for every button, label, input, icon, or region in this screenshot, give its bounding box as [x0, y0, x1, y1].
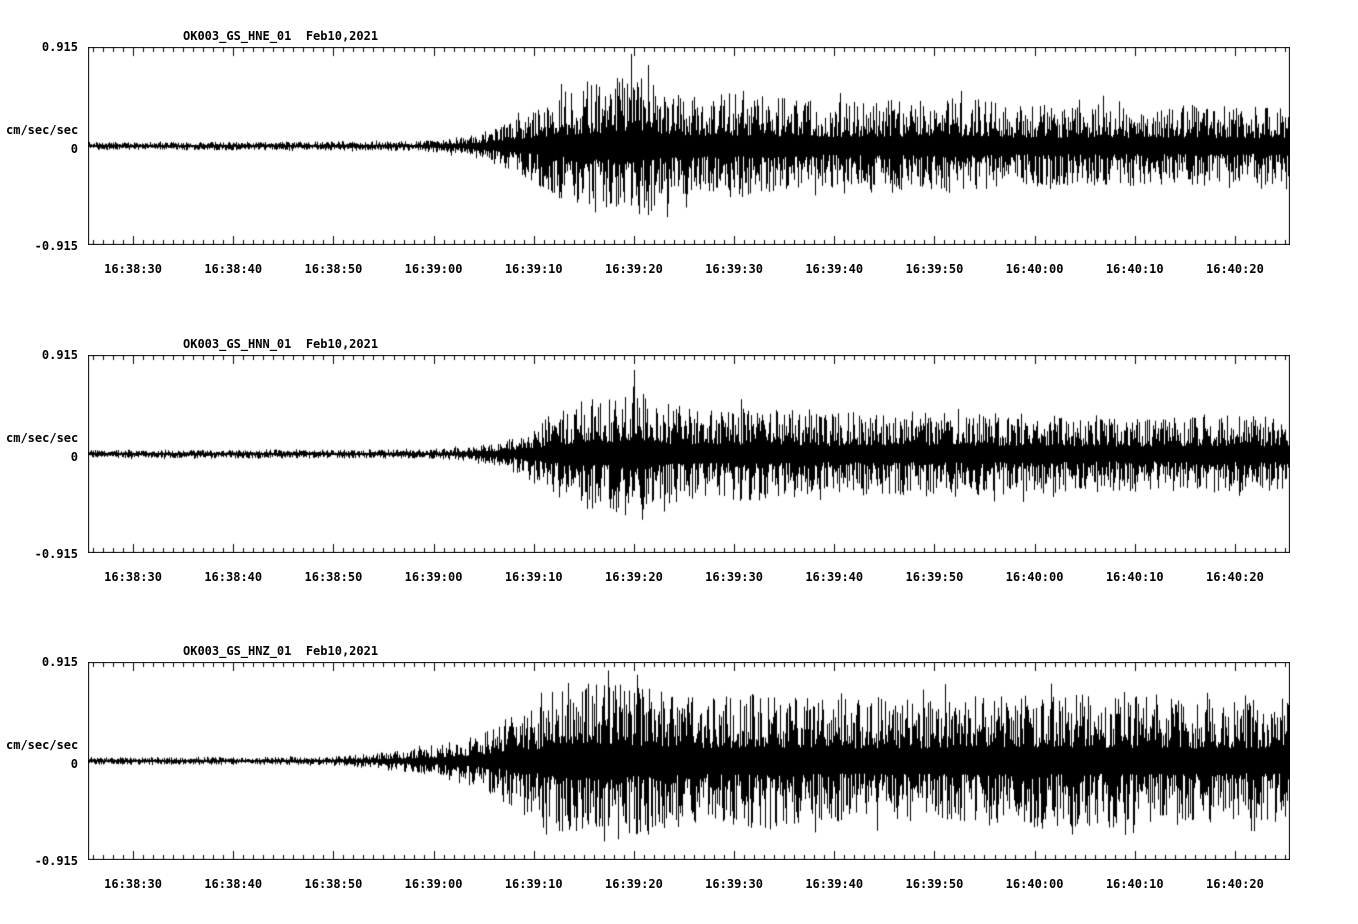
- x-tick-label: 16:39:50: [905, 570, 964, 584]
- x-tick-label: 16:39:10: [504, 570, 563, 584]
- y-min-label: -0.915: [34, 854, 78, 868]
- x-tick-label: 16:39:50: [905, 262, 964, 276]
- x-tick-label: 16:39:20: [605, 570, 663, 584]
- x-tick-label: 16:38:30: [104, 877, 162, 891]
- x-tick-label: 16:39:20: [605, 877, 663, 891]
- y-zero-label: 0: [70, 450, 78, 464]
- x-tick-label: 16:39:40: [805, 877, 864, 891]
- x-tick-label: 16:40:00: [1005, 877, 1064, 891]
- x-tick-label: 16:38:40: [204, 570, 263, 584]
- x-tick-label: 16:39:40: [805, 570, 864, 584]
- x-tick-label: 16:39:30: [705, 877, 763, 891]
- seismogram-trace-canvas-hnn: [88, 355, 1290, 553]
- x-tick-label: 16:39:10: [504, 262, 563, 276]
- x-tick-label: 16:39:30: [705, 570, 763, 584]
- y-max-label: 0.915: [41, 40, 78, 54]
- trace-title-hnn: OK003_GS_HNN_01 Feb10,2021: [183, 337, 379, 351]
- x-tick-label: 16:39:30: [705, 262, 763, 276]
- x-tick-label: 16:38:30: [104, 262, 162, 276]
- y-min-label: -0.915: [34, 239, 78, 253]
- x-tick-label: 16:39:00: [404, 570, 463, 584]
- x-tick-label: 16:39:00: [404, 877, 463, 891]
- y-max-label: 0.915: [41, 348, 78, 362]
- x-tick-label: 16:40:00: [1005, 262, 1064, 276]
- x-tick-label: 16:39:20: [605, 262, 663, 276]
- x-tick-label: 16:39:40: [805, 262, 864, 276]
- y-axis-units-label: cm/sec/sec: [6, 123, 79, 137]
- x-axis-labels-hnz: 16:38:30 16:38:40 16:38:50 16:39:00 16:39:10…: [88, 877, 1290, 893]
- seismogram-panel-hne: OK003_GS_HNE_01 Feb10,2021 0.915 cm/sec/…: [0, 8, 1358, 308]
- y-zero-label: 0: [70, 757, 78, 771]
- seismogram-panel-hnn: OK003_GS_HNN_01 Feb10,2021 0.915 cm/sec/…: [0, 316, 1358, 616]
- y-min-label: -0.915: [34, 547, 78, 561]
- y-axis-units-label: cm/sec/sec: [6, 738, 79, 752]
- x-tick-label: 16:40:10: [1105, 877, 1164, 891]
- y-axis-units-label: cm/sec/sec: [6, 431, 79, 445]
- x-tick-label: 16:39:00: [404, 262, 463, 276]
- x-axis-labels-hnn: 16:38:30 16:38:40 16:38:50 16:39:00 16:39:10…: [88, 570, 1290, 586]
- x-axis-labels-hne: 16:38:30 16:38:40 16:38:50 16:39:00 16:39:10…: [88, 262, 1290, 278]
- x-tick-label: 16:39:50: [905, 877, 964, 891]
- x-tick-label: 16:40:20: [1206, 262, 1264, 276]
- x-tick-label: 16:40:00: [1005, 570, 1064, 584]
- x-tick-label: 16:40:20: [1206, 570, 1264, 584]
- x-tick-label: 16:40:20: [1206, 877, 1264, 891]
- seismogram-panel-hnz: OK003_GS_HNZ_01 Feb10,2021 0.915 cm/sec/…: [0, 623, 1358, 923]
- x-tick-label: 16:38:50: [304, 877, 363, 891]
- x-tick-label: 16:38:40: [204, 262, 263, 276]
- x-tick-label: 16:38:30: [104, 570, 162, 584]
- x-tick-label: 16:39:10: [504, 877, 563, 891]
- trace-title-hnz: OK003_GS_HNZ_01 Feb10,2021: [183, 644, 379, 658]
- trace-title-hne: OK003_GS_HNE_01 Feb10,2021: [183, 29, 379, 43]
- y-max-label: 0.915: [41, 655, 78, 669]
- x-tick-label: 16:40:10: [1105, 570, 1164, 584]
- x-tick-label: 16:38:50: [304, 570, 363, 584]
- seismogram-trace-canvas-hne: [88, 47, 1290, 245]
- x-tick-label: 16:38:50: [304, 262, 363, 276]
- x-tick-label: 16:40:10: [1105, 262, 1164, 276]
- y-zero-label: 0: [70, 142, 78, 156]
- x-tick-label: 16:38:40: [204, 877, 263, 891]
- seismogram-trace-canvas-hnz: [88, 662, 1290, 860]
